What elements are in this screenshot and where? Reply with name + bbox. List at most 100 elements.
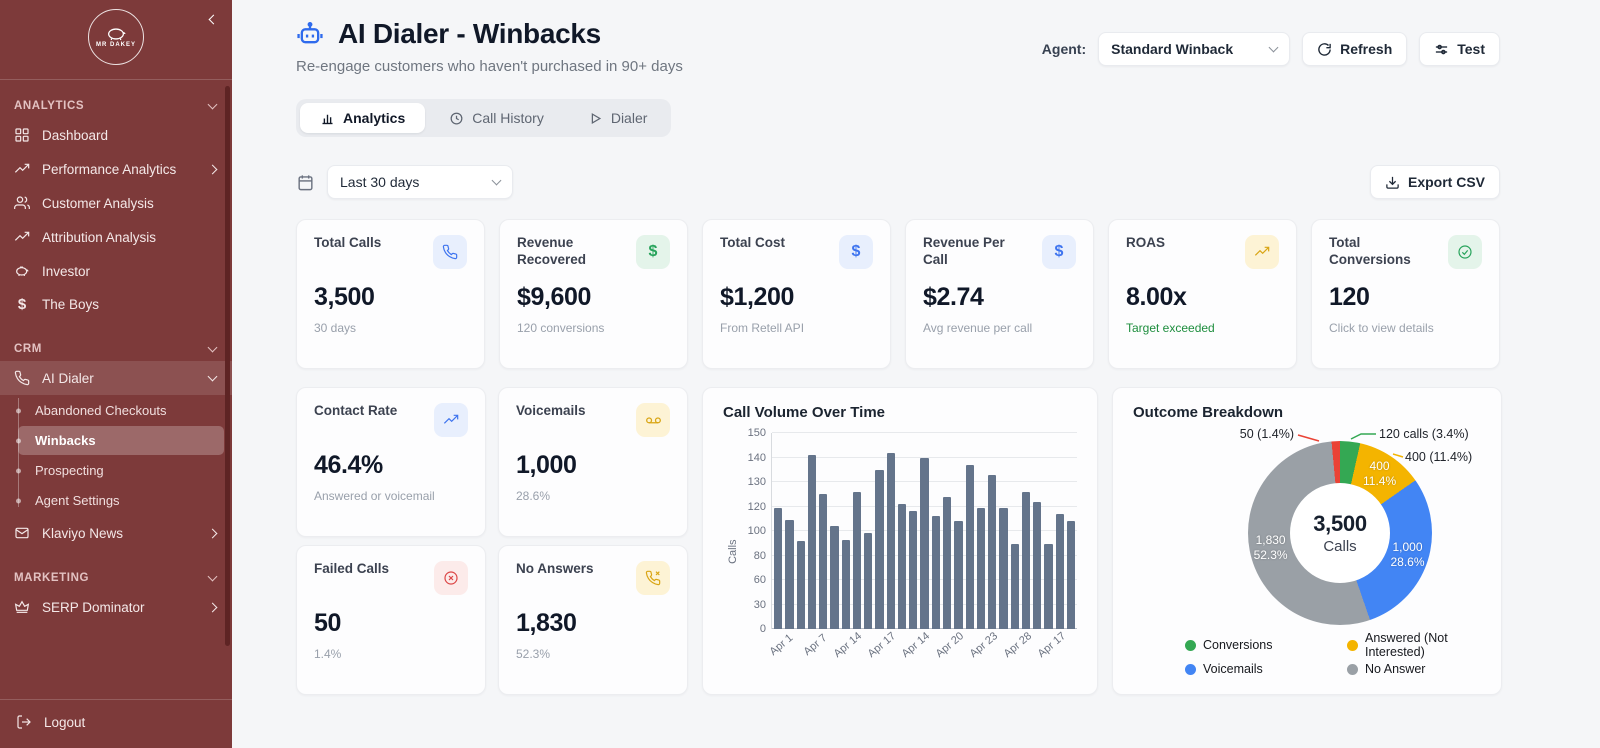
section-marketing[interactable]: MARKETING	[0, 558, 232, 590]
sidebar-item-serp-dominator[interactable]: SERP Dominator	[0, 590, 232, 624]
bar	[988, 474, 997, 629]
bar	[931, 516, 940, 629]
logout-button[interactable]: Logout	[16, 714, 216, 730]
bar	[1044, 544, 1053, 629]
bar	[897, 504, 907, 629]
trending-up-icon	[1245, 235, 1279, 269]
agent-select[interactable]: Standard Winback	[1098, 32, 1291, 66]
tab-analytics[interactable]: Analytics	[300, 103, 426, 133]
callout-failed: 50 (1.4%)	[1239, 427, 1294, 441]
collapse-sidebar-icon[interactable]	[204, 10, 222, 28]
section-analytics[interactable]: ANALYTICS	[0, 86, 232, 118]
bar	[1033, 501, 1042, 629]
dollar-icon: $	[839, 235, 873, 269]
legend-dot	[1185, 639, 1196, 651]
agent-label: Agent:	[1041, 41, 1087, 57]
users-icon	[14, 196, 30, 209]
callout-conversions: 120 calls (3.4%)	[1379, 427, 1469, 441]
export-csv-button[interactable]: Export CSV	[1369, 165, 1500, 199]
legend-conversions: Conversions	[1185, 631, 1333, 659]
check-circle-icon	[1448, 235, 1482, 269]
legend-no-answer: No Answer	[1347, 662, 1481, 676]
play-icon	[591, 112, 601, 124]
stat-card-no-answers: No Answers 1,830 52.3%	[498, 545, 688, 695]
stat-card-contact-rate: Contact Rate 46.4% Answered or voicemail	[296, 387, 486, 537]
bar	[864, 533, 873, 629]
stat-card-failed-calls: Failed Calls 50 1.4%	[296, 545, 486, 695]
sidebar-item-attribution-analysis[interactable]: Attribution Analysis	[0, 220, 232, 254]
sidebar-item-ai-dialer[interactable]: AI Dialer	[0, 361, 232, 395]
test-button[interactable]: Test	[1419, 32, 1500, 66]
chevron-down-icon	[491, 175, 502, 186]
tab-dialer[interactable]: Dialer	[568, 103, 668, 133]
phone-x-icon	[636, 561, 670, 595]
secondary-stats: Contact Rate 46.4% Answered or voicemail…	[296, 387, 688, 695]
piggy-bank-icon	[16, 266, 29, 276]
refresh-button[interactable]: Refresh	[1302, 32, 1408, 66]
trending-up-icon	[14, 231, 30, 241]
sidebar-item-performance-analytics[interactable]: Performance Analytics	[0, 152, 232, 186]
y-axis-label: Calls	[727, 539, 740, 564]
kpi-row: Total Calls 3,500 30 days Revenue Recove…	[296, 219, 1500, 369]
stat-card-voicemails: Voicemails 1,000 28.6%	[498, 387, 688, 537]
chevron-down-icon	[1268, 42, 1279, 53]
legend-voicemails: Voicemails	[1185, 662, 1333, 676]
crown-icon	[14, 600, 30, 613]
stat-card-revenue-per-call: Revenue Per Call $ $2.74 Avg revenue per…	[905, 219, 1094, 369]
bar	[999, 507, 1008, 629]
robot-icon	[297, 21, 323, 44]
grid-icon	[15, 128, 29, 142]
ai-dialer-submenu: Abandoned Checkouts Winbacks Prospecting…	[18, 396, 232, 515]
call-volume-plot: 0 30 60 80 100 120 130 140 150	[748, 427, 1077, 635]
stat-card-total-calls: Total Calls 3,500 30 days	[296, 219, 485, 369]
legend-dot	[1347, 639, 1358, 651]
page-header: AI Dialer - Winbacks Re-engage customers…	[296, 18, 1500, 75]
brand-logo-text: MR DAKEY	[95, 41, 136, 48]
bar	[1021, 491, 1031, 629]
bar	[1010, 544, 1019, 629]
legend-answered: Answered (Not Interested)	[1347, 631, 1481, 659]
main-content: AI Dialer - Winbacks Re-engage customers…	[232, 0, 1600, 748]
bar	[976, 507, 986, 629]
donut-slice-label: 1,830 52.3%	[1253, 532, 1288, 562]
brand-logo: MR DAKEY	[88, 9, 144, 65]
sidebar-item-the-boys[interactable]: $ The Boys	[0, 288, 232, 321]
bar	[819, 494, 828, 629]
page-subtitle: Re-engage customers who haven't purchase…	[296, 58, 683, 75]
sidebar-header: MR DAKEY	[0, 0, 232, 80]
date-range-select[interactable]: Last 30 days	[327, 165, 513, 199]
bar	[1066, 521, 1076, 629]
bar	[954, 521, 963, 629]
chevron-down-icon	[207, 571, 218, 582]
bar	[942, 496, 952, 629]
sidebar-item-winbacks[interactable]: Winbacks	[18, 426, 224, 455]
sliders-icon	[1436, 44, 1448, 54]
sidebar-item-customer-analysis[interactable]: Customer Analysis	[0, 186, 232, 220]
download-icon	[1386, 176, 1399, 189]
page-title: AI Dialer - Winbacks	[338, 18, 601, 49]
sidebar-item-dashboard[interactable]: Dashboard	[0, 118, 232, 152]
bar	[785, 519, 794, 629]
outcome-breakdown-title: Outcome Breakdown	[1133, 404, 1284, 421]
bar	[920, 457, 929, 629]
sidebar-item-agent-settings[interactable]: Agent Settings	[18, 486, 224, 515]
bar	[875, 469, 884, 629]
stat-card-total-conversions[interactable]: Total Conversions 120 Click to view deta…	[1311, 219, 1500, 369]
sidebar-item-investor[interactable]: Investor	[0, 254, 232, 288]
sidebar-item-prospecting[interactable]: Prospecting	[18, 456, 224, 485]
tab-call-history[interactable]: Call History	[429, 103, 564, 133]
filter-row: Last 30 days Export CSV	[296, 165, 1500, 199]
bar	[830, 526, 839, 629]
sidebar-scrollbar[interactable]	[225, 86, 230, 646]
tab-bar: Analytics Call History Dialer	[296, 99, 672, 137]
calendar-icon	[298, 174, 313, 190]
call-volume-chart-card: Call Volume Over Time Calls 0 30 60 80 100 12…	[702, 387, 1098, 695]
sidebar-nav: ANALYTICS Dashboard Performance Analytic…	[0, 80, 232, 624]
bar	[807, 455, 817, 629]
sidebar-item-abandoned-checkouts[interactable]: Abandoned Checkouts	[18, 396, 224, 425]
donut-center: 3,500 Calls	[1290, 483, 1390, 583]
sidebar-item-klaviyo-news[interactable]: Klaviyo News	[0, 516, 232, 550]
dollar-icon: $	[1042, 235, 1076, 269]
section-crm[interactable]: CRM	[0, 329, 232, 361]
logout-icon	[17, 715, 31, 729]
